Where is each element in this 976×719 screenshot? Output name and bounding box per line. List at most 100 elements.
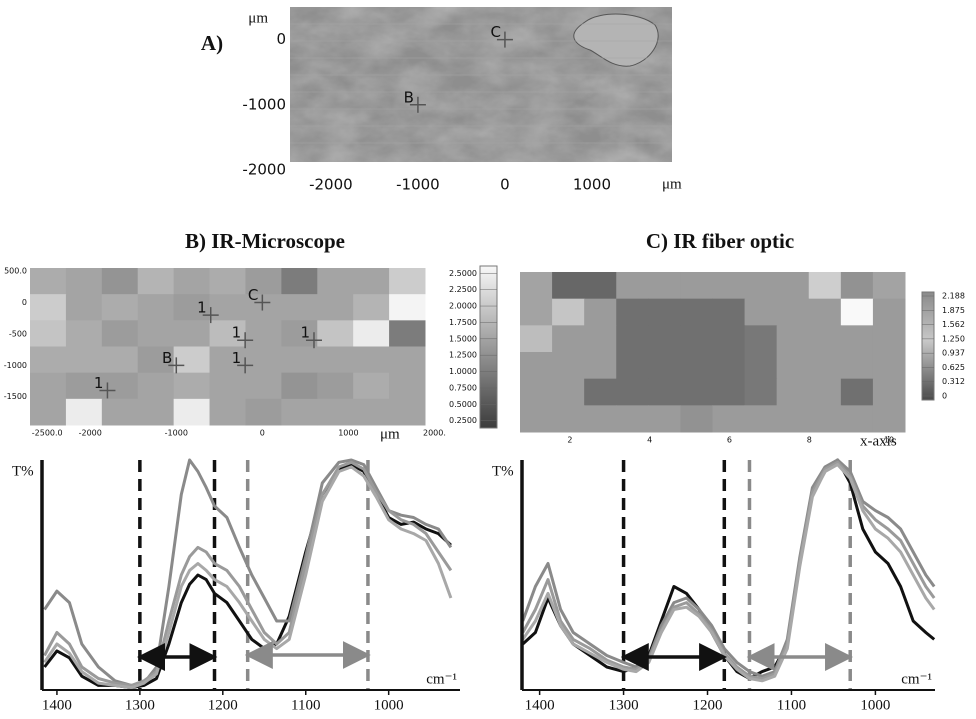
heatmap-cell bbox=[209, 294, 246, 321]
x-tick-label: 1400 bbox=[525, 697, 555, 713]
x-axis-label: cm⁻¹ bbox=[901, 671, 932, 687]
y-tick-label: -1500 bbox=[4, 392, 27, 401]
x-tick-label: -1000 bbox=[396, 176, 440, 194]
heatmap-cell bbox=[584, 405, 617, 433]
x-tick-label: 10 bbox=[884, 436, 894, 445]
spectrum-line bbox=[521, 458, 936, 680]
heatmap-cell bbox=[209, 268, 246, 295]
colorbar-label: 1.875 bbox=[942, 306, 965, 315]
heatmap-cell bbox=[744, 298, 778, 326]
x-tick-label: 1300 bbox=[125, 697, 155, 713]
heatmap-cell bbox=[552, 272, 585, 300]
heatmap-cell bbox=[30, 346, 67, 374]
heatmap-cell bbox=[584, 272, 617, 300]
heatmap-cell bbox=[65, 346, 103, 374]
x-tick-label: 4 bbox=[647, 436, 652, 445]
colorbar-label: 0.312 bbox=[942, 377, 965, 386]
colorbar-label: 1.0000 bbox=[449, 367, 477, 376]
heatmap-cell bbox=[776, 325, 810, 353]
heatmap-cell bbox=[648, 325, 681, 353]
heatmap-cell bbox=[173, 320, 211, 347]
marker-label: 1 bbox=[300, 324, 310, 342]
spectrum-line bbox=[43, 460, 453, 687]
heatmap-cell bbox=[872, 272, 906, 300]
x-tick-label: 1100 bbox=[291, 697, 320, 713]
heatmap-cell bbox=[776, 352, 810, 380]
spectrum-line bbox=[521, 458, 936, 678]
heatmap-cell bbox=[648, 352, 681, 380]
heatmap-cell bbox=[712, 325, 746, 353]
x-tick-label: 1200 bbox=[693, 697, 723, 713]
heatmap-cell bbox=[353, 372, 390, 400]
x-tick-label: 1300 bbox=[609, 697, 639, 713]
colorbar-label: 2.5000 bbox=[449, 269, 477, 278]
heatmap-cell bbox=[712, 352, 746, 380]
colorbar-label: 2.188 bbox=[942, 292, 965, 301]
x-tick-label: 0 bbox=[260, 429, 265, 438]
heatmap-cell bbox=[281, 398, 318, 426]
marker-label: 1 bbox=[197, 299, 207, 317]
panel-title: A) bbox=[201, 31, 223, 55]
heatmap-cell bbox=[101, 346, 139, 374]
heatmap-cell bbox=[552, 352, 585, 380]
heatmap-cell bbox=[353, 346, 390, 374]
heatmap-cell bbox=[317, 294, 354, 321]
heatmap-cell bbox=[616, 405, 649, 433]
heatmap-cell bbox=[317, 346, 354, 374]
heatmap-cell bbox=[776, 298, 810, 326]
heatmap-cell bbox=[712, 272, 746, 300]
y-tick-label: 500.0 bbox=[4, 267, 27, 276]
heatmap-cell bbox=[281, 268, 318, 295]
heatmap-cell bbox=[712, 298, 746, 326]
heatmap-cell bbox=[584, 298, 617, 326]
heatmap-cell bbox=[245, 346, 282, 374]
colorbar-label: 1.5000 bbox=[449, 334, 477, 343]
x-tick-label: 1000 bbox=[374, 697, 404, 713]
heatmap-cell bbox=[872, 405, 906, 433]
heatmap-cell bbox=[389, 320, 426, 347]
heatmap-cell bbox=[30, 268, 67, 295]
heatmap-cell bbox=[872, 378, 906, 406]
heatmap-cell bbox=[584, 325, 617, 353]
panel-title: B) IR-Microscope bbox=[185, 229, 345, 253]
heatmap-cell bbox=[30, 372, 67, 400]
heatmap-cell bbox=[389, 398, 426, 426]
heatmap-cell bbox=[65, 320, 103, 347]
heatmap-cell bbox=[776, 272, 810, 300]
heatmap-cell bbox=[840, 298, 874, 326]
heatmap-cell bbox=[584, 378, 617, 406]
heatmap-cell bbox=[872, 352, 906, 380]
heatmap-cell bbox=[872, 325, 906, 353]
marker-label: 1 bbox=[94, 374, 104, 392]
x-tick-label: 2 bbox=[567, 436, 572, 445]
heatmap-cell bbox=[30, 398, 67, 426]
heatmap-cell bbox=[680, 272, 713, 300]
heatmap-cell bbox=[584, 352, 617, 380]
heatmap-cell bbox=[65, 294, 103, 321]
marker-label: B bbox=[162, 349, 172, 367]
marker-label: B bbox=[404, 88, 414, 106]
heatmap-cell bbox=[840, 272, 874, 300]
heatmap-cell bbox=[680, 378, 713, 406]
x-tick-label: 1000 bbox=[860, 697, 890, 713]
heatmap-cell bbox=[209, 398, 246, 426]
heatmap-cell bbox=[648, 378, 681, 406]
marker-label: C bbox=[248, 286, 258, 304]
heatmap-cell bbox=[520, 378, 553, 406]
heatmap-cell bbox=[353, 268, 390, 295]
heatmap-cell bbox=[317, 372, 354, 400]
heatmap-cell bbox=[245, 398, 282, 426]
x-axis-label: x-axis bbox=[860, 433, 897, 449]
heatmap-cell bbox=[648, 272, 681, 300]
heatmap-cell bbox=[137, 268, 175, 295]
y-axis-label: T% bbox=[12, 463, 34, 479]
marker-label: 1 bbox=[232, 324, 242, 342]
colorbar-label: 2.0000 bbox=[449, 302, 477, 311]
heatmap-cell bbox=[680, 325, 713, 353]
particle bbox=[573, 13, 659, 67]
spectrum-line bbox=[521, 460, 936, 680]
x-tick-label: 6 bbox=[727, 436, 732, 445]
spectrum-line bbox=[521, 463, 936, 683]
heatmap-cell bbox=[712, 378, 746, 406]
heatmap-cell bbox=[680, 298, 713, 326]
